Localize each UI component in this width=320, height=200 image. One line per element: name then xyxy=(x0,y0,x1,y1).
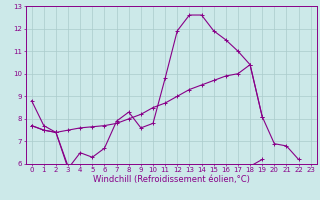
X-axis label: Windchill (Refroidissement éolien,°C): Windchill (Refroidissement éolien,°C) xyxy=(93,175,250,184)
